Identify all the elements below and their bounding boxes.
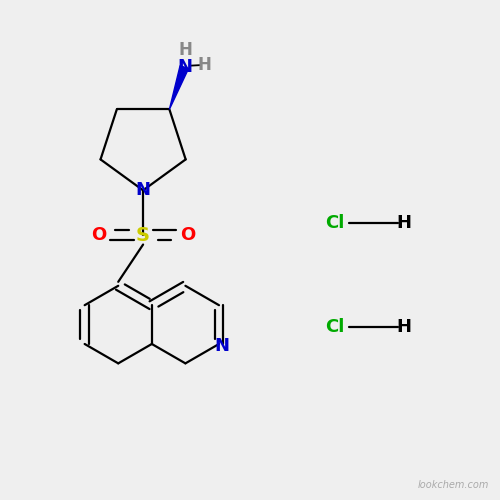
Text: O: O: [180, 226, 195, 244]
Text: N: N: [136, 182, 150, 200]
Text: Cl: Cl: [325, 318, 344, 336]
Text: lookchem.com: lookchem.com: [418, 480, 488, 490]
Text: H: H: [396, 318, 411, 336]
Text: S: S: [136, 226, 150, 244]
Text: H: H: [396, 214, 411, 232]
Text: N: N: [214, 338, 229, 355]
Text: N: N: [178, 58, 193, 76]
Text: H: H: [178, 40, 192, 58]
Polygon shape: [170, 66, 188, 110]
Text: O: O: [91, 226, 106, 244]
Text: H: H: [198, 56, 211, 74]
Text: Cl: Cl: [325, 214, 344, 232]
